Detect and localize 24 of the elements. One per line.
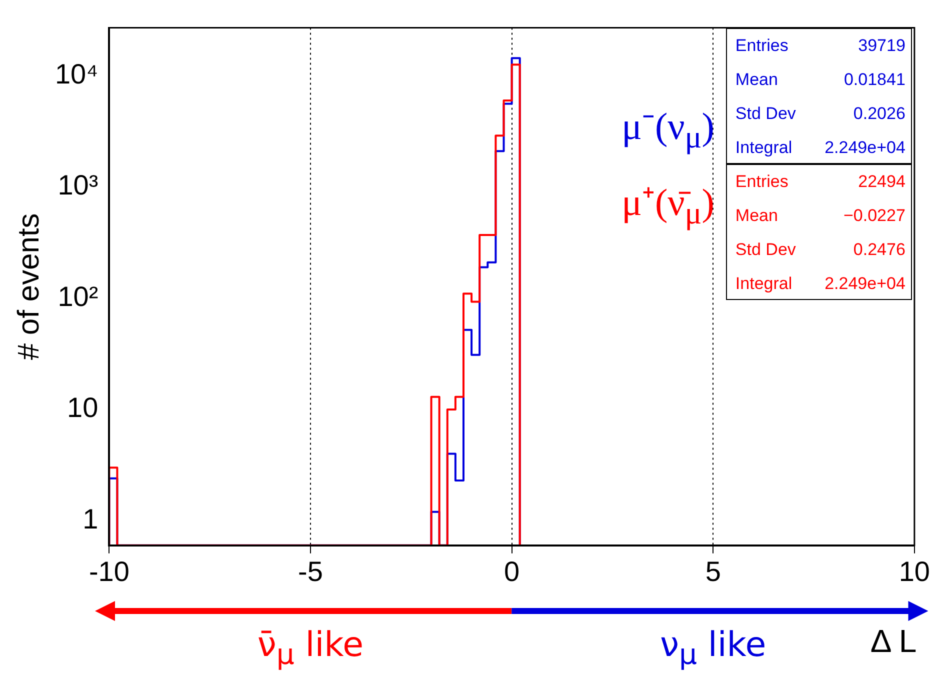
y-axis-title: # of events [12,213,46,360]
text: Mean −0.0227 [735,206,906,225]
text: Std Dev 0.2476 [735,240,906,259]
text: Entries 22494 [735,172,906,191]
x-axis-title: Δ L [870,623,917,660]
x-tick-label: 5 [705,556,721,587]
text: μ⁻(ν$_{μ}$) [622,104,714,156]
y-tick-label: 1 [82,503,98,534]
x-tick-label: -5 [298,556,323,587]
text: μ⁺(ν̄$_{μ}$) [622,180,714,232]
text: Integral 2.249e+04 [735,274,906,293]
y-tick-label: 10³ [58,170,98,201]
y-tick-label: 10 [67,392,98,424]
x-tick-label: 0 [504,556,520,587]
text: Std Dev 0.2026 [735,104,906,123]
text: ν$_{μ}$ like [660,625,766,671]
text: Mean 0.01841 [735,70,906,89]
text: Entries 39719 [735,36,906,55]
y-tick-label: 10⁴ [54,58,98,90]
y-tick-label: 10² [58,280,98,312]
x-tick-label: -10 [88,556,130,587]
text: ν̄$_{μ}$ like [257,625,364,671]
text: Integral 2.249e+04 [735,138,906,157]
x-tick-label: 10 [898,556,930,587]
